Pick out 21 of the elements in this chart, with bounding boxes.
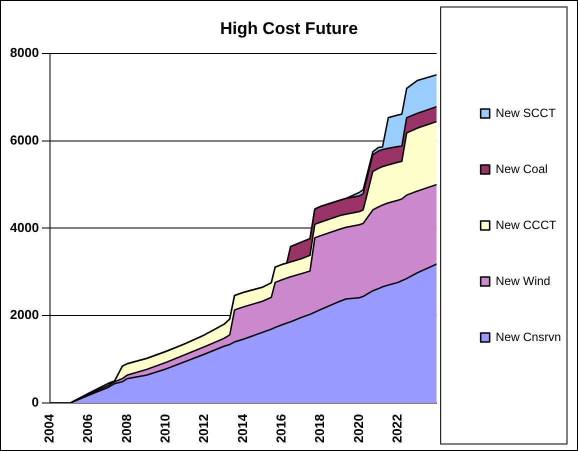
x-tick-label: 2008 <box>118 414 134 443</box>
legend-label: New Coal <box>496 162 548 176</box>
x-tick-label: 2022 <box>390 414 405 443</box>
x-tick-label: 2012 <box>196 414 212 443</box>
x-tick-label: 2020 <box>350 414 366 443</box>
y-tick-label: 0 <box>32 394 39 410</box>
legend-label: New SCCT <box>496 106 556 120</box>
y-tick-label: 4000 <box>10 220 39 235</box>
x-tick-label: 2010 <box>158 414 173 443</box>
x-tick-label: 2016 <box>274 414 289 443</box>
y-tick-label: 2000 <box>10 307 39 322</box>
legend-label: New Cnsrvn <box>496 330 562 344</box>
y-tick-label: 8000 <box>10 44 39 60</box>
chart-title: High Cost Future <box>220 18 358 38</box>
x-tick-label: 2018 <box>312 414 328 443</box>
legend-label: New CCCT <box>496 218 557 232</box>
y-tick-label: 6000 <box>10 132 39 148</box>
legend-label: New Wind <box>496 274 550 288</box>
x-tick-label: 2006 <box>80 414 96 443</box>
x-tick-label: 2004 <box>42 413 56 443</box>
x-tick-label: 2014 <box>234 413 250 443</box>
